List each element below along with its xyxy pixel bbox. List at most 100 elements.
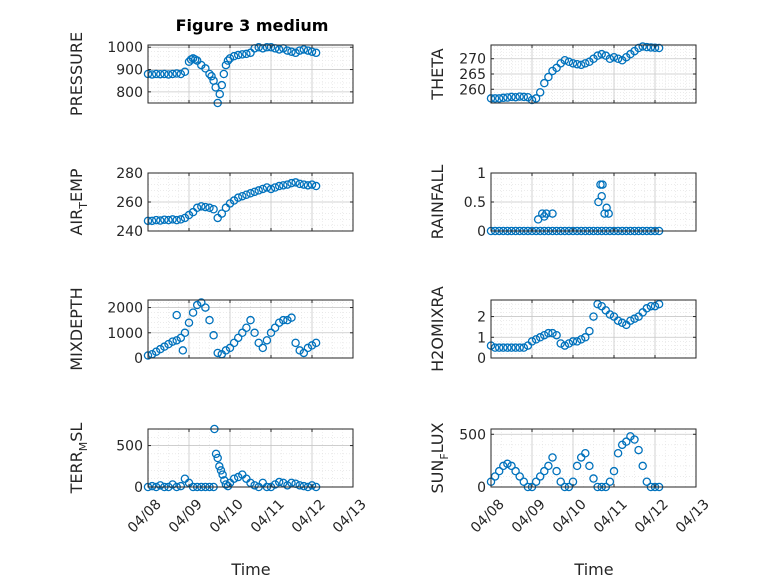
- data-point: [531, 477, 541, 486]
- data-point: [279, 181, 288, 190]
- data-point: [527, 337, 537, 346]
- data-point: [218, 470, 227, 479]
- data-point: [291, 338, 300, 348]
- data-point: [250, 187, 259, 197]
- subplot-rainfall: 0 0.5 1 RAINFALL: [428, 165, 697, 240]
- data-point: [211, 449, 221, 459]
- data-point: [646, 301, 656, 311]
- data-point: [642, 42, 652, 52]
- data-point: [519, 92, 529, 102]
- y-tick-label: 500: [116, 439, 143, 455]
- y-axis-label: PRESSURE: [67, 32, 86, 116]
- data-point: [209, 331, 218, 340]
- x-tick-label: 04/08: [468, 496, 508, 536]
- data-point: [151, 69, 161, 79]
- data-point: [217, 80, 227, 90]
- data-point: [156, 481, 165, 490]
- data-point: [515, 472, 524, 481]
- data-point: [515, 92, 524, 101]
- data-point: [209, 204, 218, 214]
- data-point: [499, 461, 508, 471]
- data-point: [540, 330, 549, 340]
- x-tick-label: 04/11: [591, 496, 631, 536]
- data-point: [176, 481, 186, 491]
- data-point: [307, 47, 317, 56]
- data-point: [172, 310, 181, 320]
- data-point: [160, 69, 169, 79]
- data-point: [540, 212, 549, 221]
- subplot-terr_msl: 0 500 TERRMSL 04/08 04/09 04/10 04/11 04/12 04/1…: [67, 423, 370, 537]
- data-point: [176, 69, 186, 79]
- data-point: [622, 437, 631, 446]
- data-point: [225, 343, 235, 353]
- data-point: [535, 88, 545, 97]
- data-point: [544, 72, 553, 82]
- data-point: [650, 43, 660, 53]
- data-point: [609, 466, 619, 476]
- data-point: [197, 202, 206, 211]
- data-point: [205, 203, 214, 213]
- axes-box: [147, 299, 354, 359]
- y-tick-label: 265: [459, 67, 486, 83]
- data-point: [156, 216, 165, 225]
- data-point: [552, 466, 561, 476]
- data-point: [311, 338, 321, 348]
- data-point: [266, 328, 276, 338]
- data-point: [229, 338, 239, 348]
- data-point: [201, 64, 210, 73]
- data-point: [201, 303, 210, 312]
- data-point: [274, 477, 284, 487]
- data-point: [213, 453, 222, 463]
- data-point: [238, 50, 247, 59]
- data-point: [151, 215, 161, 225]
- x-tick-label: 04/10: [207, 496, 247, 536]
- data-point: [283, 180, 292, 189]
- data-point: [568, 337, 578, 346]
- data-point: [180, 328, 190, 338]
- data-point: [303, 181, 313, 190]
- data-point: [581, 448, 590, 458]
- y-tick-label: 0: [134, 351, 143, 367]
- data-point: [238, 328, 247, 338]
- data-point: [176, 215, 186, 224]
- axes-box: [490, 428, 697, 488]
- data-point: [556, 339, 565, 348]
- data-point: [605, 310, 615, 319]
- data-point: [642, 477, 652, 486]
- y-tick-label: 2: [477, 310, 486, 326]
- data-point: [519, 343, 529, 352]
- data-point: [225, 54, 235, 63]
- data-point: [613, 54, 623, 63]
- data-point: [223, 56, 233, 65]
- data-point: [238, 191, 247, 201]
- data-point: [192, 203, 202, 213]
- data-point: [254, 338, 263, 348]
- x-tick-label: 04/13: [673, 496, 713, 536]
- data-point: [254, 42, 263, 52]
- plot-area: [148, 300, 353, 358]
- data-point: [535, 333, 545, 342]
- data-point: [283, 481, 292, 490]
- data-point: [156, 69, 165, 79]
- data-point: [172, 215, 181, 225]
- y-axis-label: TERRMSL: [67, 423, 90, 495]
- y-tick-label: 1000: [107, 40, 143, 56]
- data-point: [221, 480, 231, 489]
- subplot-pressure: 800 900 1000 PRESSURE: [67, 32, 354, 116]
- y-tick-label: 260: [459, 82, 486, 98]
- data-point: [242, 323, 251, 332]
- data-point: [597, 49, 606, 59]
- data-point: [589, 474, 598, 483]
- data-point: [299, 481, 309, 491]
- data-point: [213, 348, 222, 358]
- data-point: [494, 466, 504, 476]
- data-point: [295, 46, 304, 55]
- x-axis-label-left: Time: [230, 560, 270, 579]
- data-point: [613, 316, 623, 325]
- y-tick-label: 0.5: [464, 195, 486, 211]
- data-point: [507, 92, 516, 102]
- data-point: [604, 209, 613, 218]
- data-point: [617, 318, 627, 328]
- data-point: [215, 89, 224, 99]
